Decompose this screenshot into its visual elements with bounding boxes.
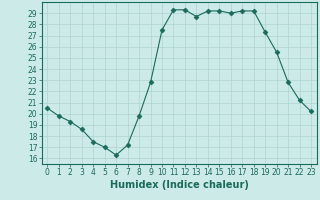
X-axis label: Humidex (Indice chaleur): Humidex (Indice chaleur)	[110, 180, 249, 190]
